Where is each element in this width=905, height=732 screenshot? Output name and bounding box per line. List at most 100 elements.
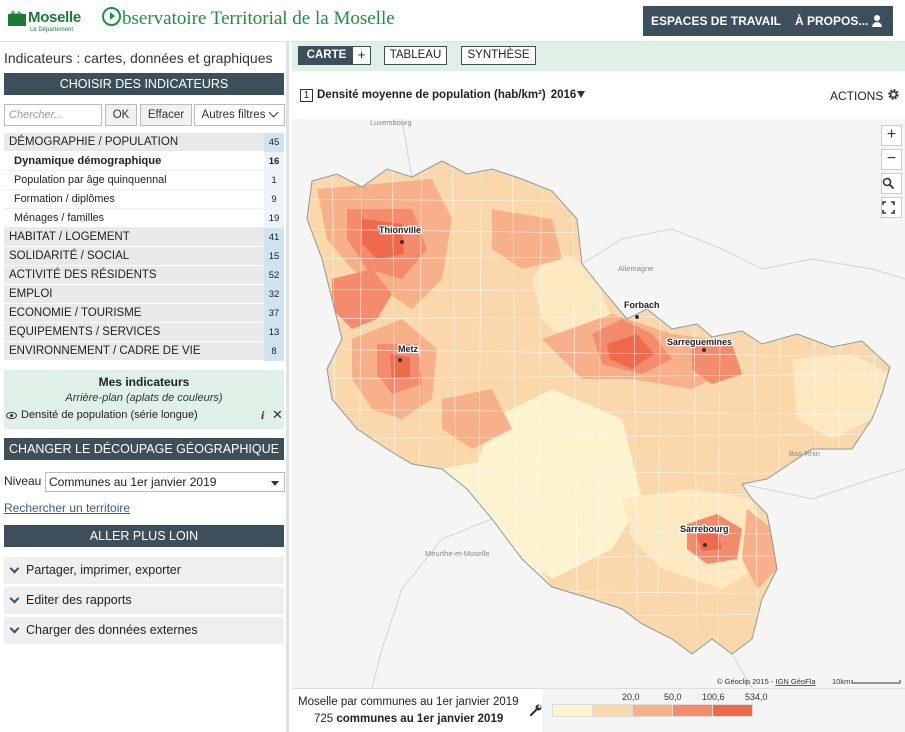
nav-a-propos[interactable]: À PROPOS... <box>795 14 869 28</box>
year-value: 2016 <box>550 89 577 101</box>
category-label: HABITAT / LOGEMENT <box>9 231 130 243</box>
city-marker-thionville[interactable] <box>400 240 404 244</box>
map-credits-link[interactable]: IGN GéoFla <box>775 677 816 686</box>
legend-threshold: 100,6 <box>702 692 725 702</box>
search-icon <box>882 177 895 190</box>
city-marker-metz[interactable] <box>398 358 402 362</box>
accordion-reports[interactable]: Editer des rapports <box>4 587 284 614</box>
choropleth-map[interactable]: Thionville Metz Forbach Sarreguemines Sa… <box>292 119 905 688</box>
niveau-select[interactable]: Communes au 1er janvier 2019 <box>45 472 285 492</box>
city-marker-sarreguemines[interactable] <box>702 348 706 352</box>
subcategory-count: 9 <box>264 190 284 209</box>
map-credits-text: © Géoclip 2015 - <box>717 677 775 686</box>
choose-indicators-header[interactable]: CHOISIR DES INDICATEURS <box>4 73 284 95</box>
legend[interactable]: 20,0 50,0 100,6 534,0 <box>542 689 905 732</box>
year-select[interactable]: 2016 <box>551 89 586 101</box>
legend-swatch <box>712 704 753 717</box>
legend-threshold: 50,0 <box>664 692 682 702</box>
city-label-metz: Metz <box>398 344 418 354</box>
chevron-down-icon <box>9 563 20 574</box>
category-count: 32 <box>264 285 284 304</box>
subcategory-dynamique-demographique[interactable]: Dynamique démographique 16 <box>4 152 284 171</box>
wrench-icon[interactable] <box>529 703 543 717</box>
category-economie[interactable]: ECONOMIE / TOURISME 37 <box>4 304 284 323</box>
city-marker-sarrebourg[interactable] <box>703 543 707 547</box>
category-label: SOLIDARITÉ / SOCIAL <box>9 250 130 262</box>
subcategory-label: Dynamique démographique <box>14 155 162 167</box>
moselle-logo[interactable]: Moselle Le Département <box>8 6 81 36</box>
category-count: 52 <box>264 266 284 285</box>
page-title: Indicateurs : cartes, données et graphiq… <box>4 50 273 66</box>
search-map-button[interactable] <box>881 173 902 194</box>
category-solidarite[interactable]: SOLIDARITÉ / SOCIAL 15 <box>4 247 284 266</box>
tab-synthese[interactable]: SYNTHÈSE <box>461 46 536 65</box>
category-count: 41 <box>264 228 284 247</box>
communes-layer <box>307 161 890 654</box>
search-territory-link[interactable]: Rechercher un territoire <box>4 501 131 515</box>
category-equipements[interactable]: EQUIPEMENTS / SERVICES 13 <box>4 323 284 342</box>
niveau-label: Niveau <box>4 474 42 488</box>
medium-density-zone <box>492 209 562 269</box>
category-label: EQUIPEMENTS / SERVICES <box>9 326 161 338</box>
logo-subtitle: Le Département <box>30 27 74 33</box>
info-icon[interactable]: i <box>261 408 265 422</box>
category-activite[interactable]: ACTIVITÉ DES RÉSIDENTS 52 <box>4 266 284 285</box>
chevron-down-icon <box>9 623 20 634</box>
observatoire-logo-icon <box>102 7 121 26</box>
legend-threshold: 534,0 <box>745 692 768 702</box>
territory-description: Moselle par communes au 1er janvier 2019 <box>298 696 519 708</box>
legend-swatch <box>552 704 593 717</box>
accordion-label: Partager, imprimer, exporter <box>26 563 181 577</box>
category-count: 8 <box>264 342 284 361</box>
nav-espaces-de-travail[interactable]: ESPACES DE TRAVAIL <box>651 14 782 28</box>
border-line <box>371 518 493 688</box>
subcategory-formation[interactable]: Formation / diplômes 9 <box>4 190 284 209</box>
accordion-label: Charger des données externes <box>26 623 198 637</box>
fullscreen-icon <box>882 201 895 214</box>
fullscreen-button[interactable] <box>881 197 902 218</box>
add-map-button[interactable]: + <box>352 46 371 65</box>
subcategory-count: 19 <box>264 209 284 228</box>
territory-count: 725 communes au 1er janvier 2019 <box>314 713 503 725</box>
tab-tableau[interactable]: TABLEAU <box>384 46 447 65</box>
tab-carte[interactable]: CARTE <box>298 46 355 65</box>
subcategory-population-age[interactable]: Population par âge quinquennal 1 <box>4 171 284 190</box>
legend-threshold: 20,0 <box>622 692 640 702</box>
actions-button[interactable]: ACTIONS <box>830 89 884 103</box>
category-demographie[interactable]: DÉMOGRAPHIE / POPULATION 45 <box>4 133 284 152</box>
low-density-zone <box>442 459 552 587</box>
category-count: 15 <box>264 247 284 266</box>
my-indicator-item[interactable]: Densité de population (série longue) <box>21 409 198 421</box>
my-indicators-panel: Mes indicateurs Arrière-plan (aplats de … <box>4 370 284 429</box>
category-habitat[interactable]: HABITAT / LOGEMENT 41 <box>4 228 284 247</box>
map-scale-bar <box>851 680 901 684</box>
city-marker-forbach[interactable] <box>635 315 639 319</box>
other-filters-dropdown[interactable]: Autres filtres <box>194 104 285 126</box>
go-further-header[interactable]: ALLER PLUS LOIN <box>4 525 284 547</box>
category-emploi[interactable]: EMPLOI 32 <box>4 285 284 304</box>
commune-count: 725 <box>314 713 334 725</box>
subcategory-label: Population par âge quinquennal <box>14 174 167 186</box>
zoom-in-button[interactable]: + <box>881 125 902 146</box>
zoom-out-button[interactable]: − <box>881 149 902 170</box>
search-input[interactable] <box>4 104 102 126</box>
accordion-external-data[interactable]: Charger des données externes <box>4 617 284 644</box>
category-label: ACTIVITÉ DES RÉSIDENTS <box>9 269 157 281</box>
low-density-zone <box>792 354 890 439</box>
subcategory-menages[interactable]: Ménages / familles 19 <box>4 209 284 228</box>
map-svg[interactable]: Thionville Metz Forbach Sarreguemines Sa… <box>292 119 905 688</box>
close-icon[interactable]: ✕ <box>272 407 283 422</box>
gear-icon[interactable] <box>887 88 900 101</box>
subcategory-count: 1 <box>264 171 284 190</box>
region-label-luxembourg: Luxembourg <box>370 119 412 127</box>
search-ok-button[interactable]: OK <box>105 104 137 126</box>
category-environnement[interactable]: ENVIRONNEMENT / CADRE DE VIE 8 <box>4 342 284 361</box>
accordion-share[interactable]: Partager, imprimer, exporter <box>4 557 284 584</box>
commune-count-text: communes au 1er janvier 2019 <box>336 713 504 725</box>
clear-button[interactable]: Effacer <box>140 104 192 126</box>
eye-icon[interactable] <box>6 412 17 419</box>
user-icon[interactable] <box>871 15 883 27</box>
change-geography-header[interactable]: CHANGER LE DÉCOUPAGE GÉOGRAPHIQUE <box>4 438 284 460</box>
high-density-zone <box>332 269 392 329</box>
caret-down-icon <box>271 481 279 486</box>
